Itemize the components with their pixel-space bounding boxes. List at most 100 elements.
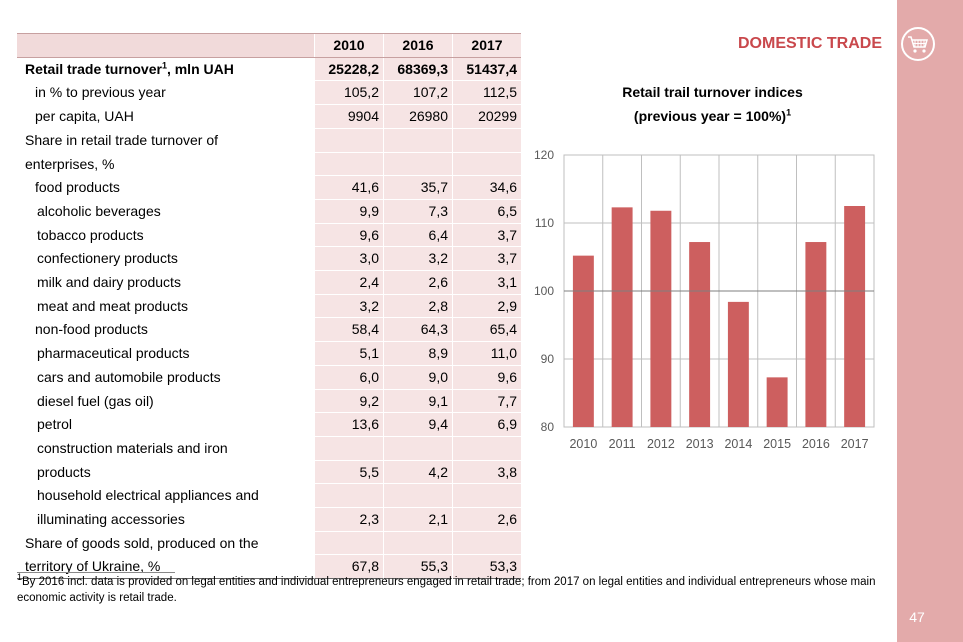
y-tick-label: 120 <box>534 148 554 162</box>
row-label: household electrical appliances and <box>37 487 259 504</box>
table-cell: 67,8 <box>314 554 384 579</box>
row-label: alcoholic beverages <box>37 202 161 219</box>
table-cell: 9,4 <box>383 412 453 437</box>
table-cell: 26980 <box>383 104 453 129</box>
y-tick-label: 90 <box>541 352 555 366</box>
row-label: milk and dairy products <box>37 274 181 291</box>
retail-trade-table: 2010 2016 2017 Retail trade turnover1, m… <box>17 33 521 579</box>
table-cell: 2,6 <box>452 507 521 532</box>
bar-2014 <box>727 301 749 427</box>
table-row: in % to previous year 105,2 107,2 112,5 <box>17 80 521 105</box>
table-cell <box>452 128 521 153</box>
table-cell <box>314 128 384 153</box>
column-header: 2010 <box>314 33 384 58</box>
table-header-row: 2010 2016 2017 <box>17 33 521 58</box>
table-cell: 2,8 <box>383 294 453 318</box>
table-row: pharmaceutical products 5,1 8,9 11,0 <box>17 341 521 366</box>
table-header-label <box>17 33 315 58</box>
table-cell: 58,4 <box>314 317 384 342</box>
x-tick-label: 2014 <box>724 437 752 451</box>
table-cell: 53,3 <box>452 554 521 579</box>
table-cell: 5,5 <box>314 460 384 484</box>
table-cell <box>452 152 521 176</box>
table-row: petrol 13,6 9,4 6,9 <box>17 412 521 437</box>
table-cell: 11,0 <box>452 341 521 366</box>
table-cell: 2,6 <box>383 270 453 295</box>
table-cell <box>314 531 384 555</box>
bar-2010 <box>572 255 594 427</box>
table-row: non-food products 58,4 64,3 65,4 <box>17 317 521 342</box>
footnote: 1By 2016 incl. data is provided on legal… <box>17 572 876 604</box>
table-cell: 6,9 <box>452 412 521 437</box>
table-cell <box>383 128 453 153</box>
table-row: enterprises, % <box>17 152 521 176</box>
table-cell: 6,0 <box>314 365 384 390</box>
y-tick-label: 80 <box>541 420 555 434</box>
row-label: per capita, UAH <box>35 108 134 125</box>
table-cell <box>314 436 384 461</box>
table-cell <box>383 483 453 508</box>
chart-title: Retail trail turnover indices (previous … <box>560 80 865 128</box>
table-cell: 64,3 <box>383 317 453 342</box>
table-cell: 9,9 <box>314 199 384 224</box>
table-cell: 105,2 <box>314 80 384 105</box>
table-row: tobacco products 9,6 6,4 3,7 <box>17 223 521 247</box>
row-label: tobacco products <box>37 226 144 243</box>
table-cell: 51437,4 <box>452 57 521 81</box>
table-cell: 55,3 <box>383 554 453 579</box>
table-cell: 9,6 <box>314 223 384 247</box>
table-cell: 34,6 <box>452 175 521 200</box>
table-cell <box>383 436 453 461</box>
table-cell: 25228,2 <box>314 57 384 81</box>
table-cell: 9,0 <box>383 365 453 390</box>
chart-title-line1: Retail trail turnover indices <box>622 84 803 100</box>
x-tick-label: 2011 <box>609 437 636 451</box>
y-tick-label: 110 <box>535 216 554 230</box>
table-row: confectionery products 3,0 3,2 3,7 <box>17 246 521 271</box>
table-cell <box>383 152 453 176</box>
table-cell: 3,0 <box>314 246 384 271</box>
row-label: Share in retail trade turnover of <box>25 131 218 148</box>
x-tick-label: 2015 <box>763 437 791 451</box>
table-cell: 9,6 <box>452 365 521 390</box>
table-cell: 35,7 <box>383 175 453 200</box>
row-label: Share of goods sold, produced on the <box>25 534 259 551</box>
row-label: construction materials and iron <box>37 439 228 456</box>
table-cell: 3,7 <box>452 223 521 247</box>
bar-2013 <box>689 242 711 427</box>
table-cell: 20299 <box>452 104 521 129</box>
table-cell: 5,1 <box>314 341 384 366</box>
table-row: milk and dairy products 2,4 2,6 3,1 <box>17 270 521 295</box>
table-cell: 3,2 <box>314 294 384 318</box>
table-row: food products 41,6 35,7 34,6 <box>17 175 521 200</box>
right-sidebar <box>897 0 963 642</box>
table-cell: 107,2 <box>383 80 453 105</box>
table-cell: 2,4 <box>314 270 384 295</box>
bar-2015 <box>766 377 788 427</box>
table-cell: 6,4 <box>383 223 453 247</box>
x-tick-label: 2016 <box>802 437 830 451</box>
row-label: food products <box>35 179 120 196</box>
table-row: territory of Ukraine, % 67,8 55,3 53,3 <box>17 554 521 579</box>
table-cell <box>452 531 521 555</box>
page-number: 47 <box>909 609 925 625</box>
y-tick-label: 100 <box>534 284 554 298</box>
table-cell: 68369,3 <box>383 57 453 81</box>
row-label: meat and meat products <box>37 297 188 314</box>
x-tick-label: 2010 <box>569 437 597 451</box>
table-cell: 41,6 <box>314 175 384 200</box>
bar-2012 <box>650 210 672 427</box>
table-cell: 3,2 <box>383 246 453 271</box>
row-label: Retail trade turnover1, mln UAH <box>25 60 234 77</box>
table-cell: 4,2 <box>383 460 453 484</box>
table-row: per capita, UAH 9904 26980 20299 <box>17 104 521 129</box>
table-cell <box>452 436 521 461</box>
table-cell: 8,9 <box>383 341 453 366</box>
table-row: household electrical appliances and <box>17 483 521 508</box>
table-cell: 2,3 <box>314 507 384 532</box>
table-cell: 2,9 <box>452 294 521 318</box>
table-cell: 13,6 <box>314 412 384 437</box>
table-row: products 5,5 4,2 3,8 <box>17 460 521 484</box>
bar-2011 <box>611 207 633 427</box>
column-header: 2016 <box>383 33 453 58</box>
